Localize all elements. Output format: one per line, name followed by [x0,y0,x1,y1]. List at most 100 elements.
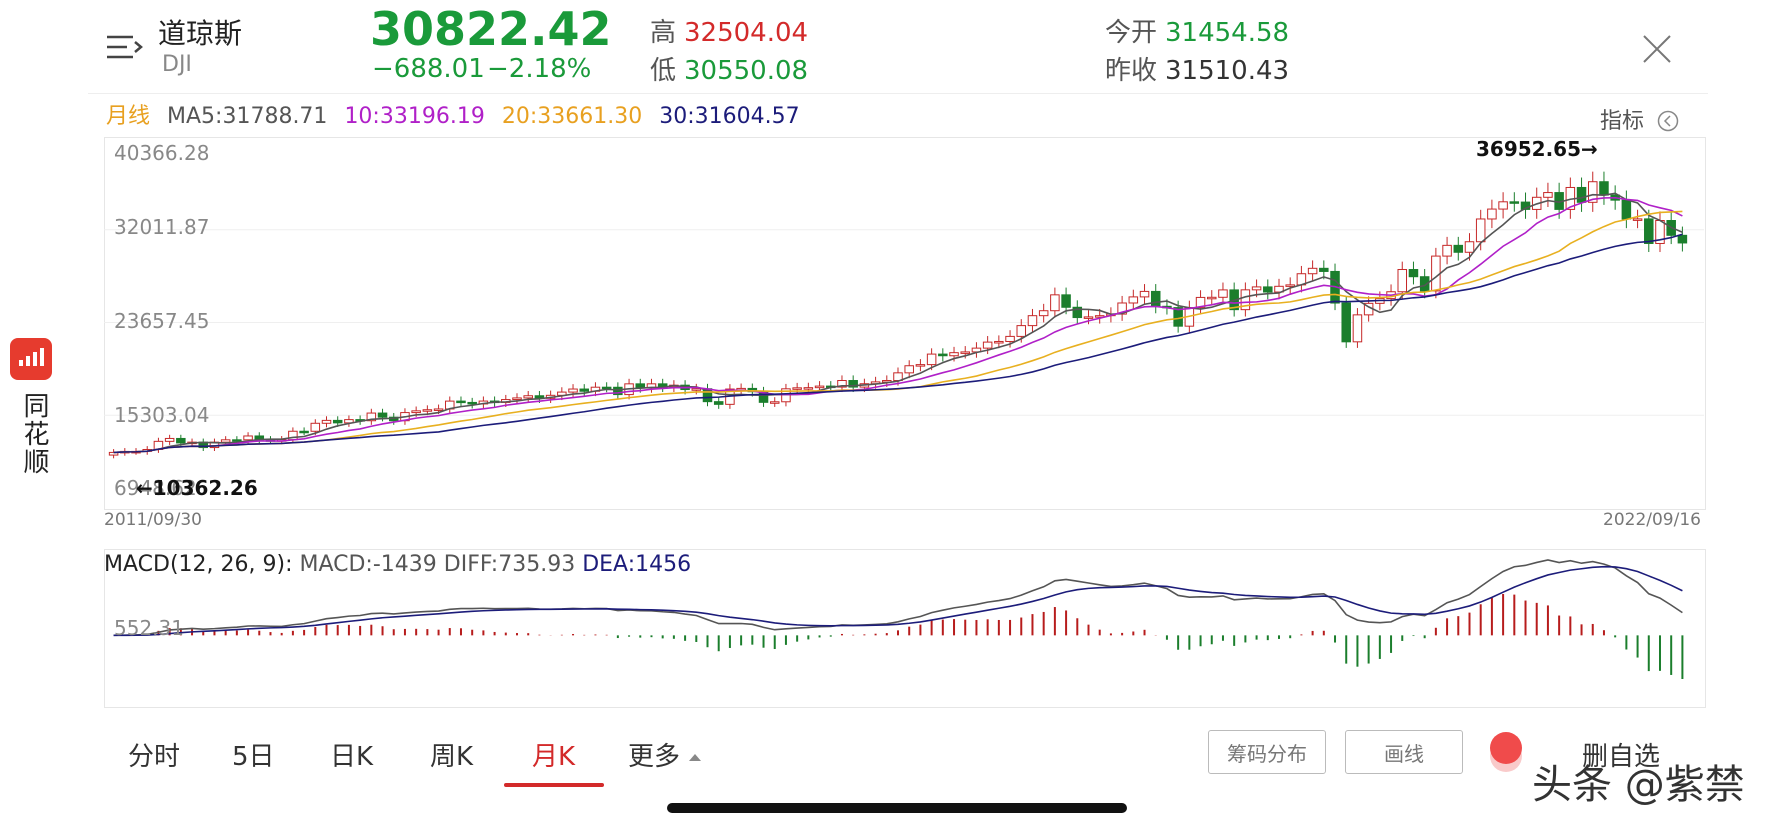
candle-body [1677,234,1688,244]
candle-body [1576,186,1587,203]
candle-body [332,419,343,424]
candle-body [1520,201,1531,210]
price-change-pct: −2.18% [487,54,592,84]
candle-body [1016,325,1027,337]
candle-body [938,353,948,357]
remove-favorite-button[interactable]: 删自选 [1582,742,1661,772]
low-stat: 低 30550.08 [650,50,808,87]
ma20-value: 20:33661.30 [501,104,643,129]
macd-legend: MACD(12, 26, 9): MACD:-1439 DIFF:735.93 … [104,552,691,577]
candle-body [1072,306,1083,319]
candle-body [512,397,522,401]
candle-body [1352,314,1363,343]
candle-body [848,380,858,388]
header-divider [88,93,1708,94]
candle-body [1139,290,1150,298]
alert-toggle[interactable] [1490,732,1522,764]
end-date: 2022/09/16 [1603,510,1701,530]
candle-body [691,388,702,391]
candle-body [960,351,970,354]
prev-close-label: 昨收 [1105,56,1158,86]
open-stat: 今开 31454.58 [1105,12,1289,49]
candle-body [769,401,780,404]
tonghuashun-logo[interactable] [10,338,52,380]
candle-body [1509,201,1520,204]
price-change: −688.01 [372,54,485,84]
candle-body [1195,296,1206,309]
y-tick-label: 40366.28 [114,141,210,165]
high-value: 32504.04 [684,18,809,48]
macd-tick-label: 552.31 [114,616,184,640]
watermark: 头条 @紫禁 [1532,762,1745,808]
candle-body [1475,218,1486,243]
candle-body [1341,302,1351,343]
candle-body [1644,218,1654,244]
macd-chart[interactable] [104,549,1706,708]
candle-body [1207,296,1217,300]
candle-body [713,401,724,405]
current-price: 30822.42 [370,2,612,56]
candle-body [467,401,477,405]
candle-body [915,364,926,367]
candle-body [792,387,802,390]
high-stat: 高 32504.04 [650,12,808,49]
candle-body [1038,310,1049,317]
candle-body [1285,284,1295,287]
candle-body [422,409,433,412]
candle-body [1587,181,1598,203]
period-label: 月线 [106,104,151,129]
candle-body [321,419,332,424]
home-indicator [667,803,1127,813]
macd-value: MACD:-1439 [299,552,437,577]
candle-body [1408,269,1419,278]
candle-body [814,385,825,389]
indicator-button[interactable]: 指标 [1600,103,1679,135]
diff-value: DIFF:735.93 [443,552,576,577]
menu-icon[interactable] [107,34,143,60]
tab-5day[interactable]: 5日 [232,742,275,772]
tab-intraday[interactable]: 分时 [128,742,181,772]
candle-body [982,341,993,349]
prev-close-value: 31510.43 [1165,56,1290,86]
candle-body [1083,316,1094,319]
indicator-label: 指标 [1600,109,1645,134]
kline-chart[interactable] [104,137,1706,510]
candle-body [523,395,533,399]
candle-body [613,386,623,396]
close-icon[interactable] [1640,32,1674,66]
candle-body [1543,192,1553,198]
candle-body [299,430,309,434]
y-tick-label: 6948.62 [114,476,197,500]
chart-logo-icon [19,348,44,366]
candle-body [456,400,466,404]
candle-body [994,340,1004,344]
tab-weekly[interactable]: 周K [430,742,474,772]
y-tick-label: 23657.45 [114,309,210,333]
candle-body [1319,267,1329,272]
open-label: 今开 [1105,18,1158,48]
ma30-value: 30:31604.57 [659,104,800,129]
candle-body [1005,335,1015,342]
ma10-value: 10:33196.19 [344,104,485,129]
candle-body [1173,307,1183,327]
candle-body [1464,241,1475,253]
tab-monthly[interactable]: 月K [532,742,576,772]
candle-body [1251,286,1262,291]
candle-body [1419,276,1430,292]
candle-body [949,352,959,357]
ma10-line [113,196,1683,454]
candle-body [601,386,612,390]
candle-body [433,408,444,411]
candle-body [310,422,321,432]
min-annotation: ←10362.26 [136,476,258,500]
dea-value: DEA:1456 [582,552,692,577]
tab-daily[interactable]: 日K [330,742,374,772]
sidebar-app-name[interactable]: 同花顺 [19,392,49,476]
candle-body [1397,269,1408,293]
draw-line-button[interactable]: 画线 [1345,730,1463,774]
candle-body [1621,199,1632,220]
tab-more[interactable]: 更多 [628,736,702,773]
caret-up-icon [689,754,702,761]
candle-body [377,412,388,418]
chip-distribution-button[interactable]: 筹码分布 [1208,730,1326,774]
